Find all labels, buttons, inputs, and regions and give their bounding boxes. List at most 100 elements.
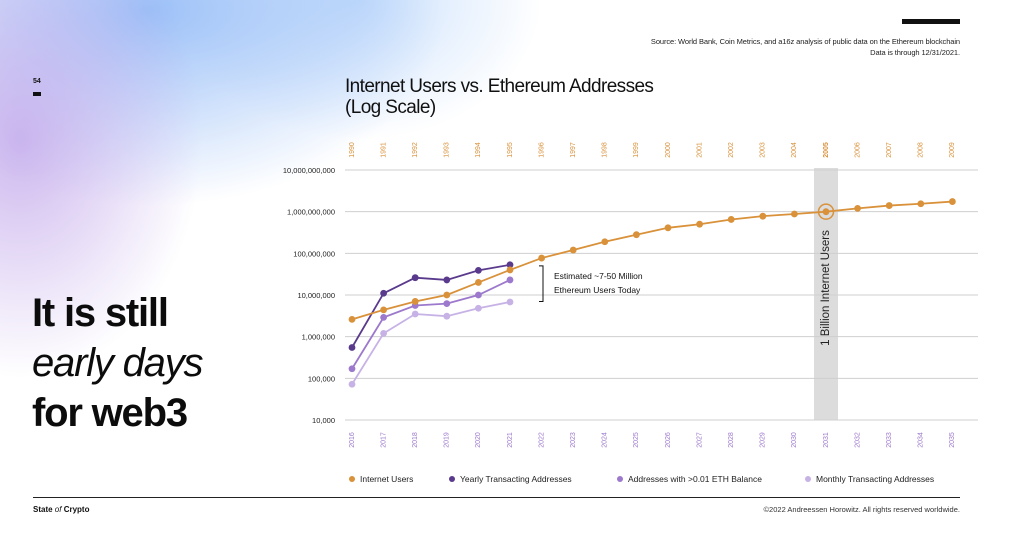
top-x-tick-label: 2009 [949,142,956,158]
data-point [380,314,387,321]
top-x-tick-label: 2007 [886,142,893,158]
bottom-x-tick-label: 2035 [949,432,956,448]
y-tick-label: 10,000,000 [297,291,335,300]
top-x-tick-label: 1993 [444,142,451,158]
data-point [949,198,956,205]
bottom-x-tick-label: 2025 [633,432,640,448]
bottom-x-tick-label: 2034 [918,432,925,448]
top-x-tick-label: 1992 [412,142,419,158]
brand-crypto: Crypto [61,505,90,514]
headline-line-1: It is still [32,291,169,335]
bottom-x-tick-label: 2028 [728,432,735,448]
brand-state: State [33,505,55,514]
y-tick-label: 100,000,000 [293,249,335,258]
chart-title-line-2: (Log Scale) [345,97,436,118]
data-point [664,224,672,232]
page-marker [33,92,41,96]
data-point [727,216,735,223]
data-point [443,276,451,284]
data-point [380,289,387,297]
top-x-tick-label: 2003 [760,142,767,158]
data-point [348,315,356,323]
data-point [443,312,451,320]
headline-line-3: for web3 [32,391,188,435]
y-tick-label: 1,000,000,000 [287,208,335,217]
top-x-tick-label: 1991 [380,142,387,158]
top-x-tick-label: 2002 [728,142,735,158]
chart-title: Internet Users vs. Ethereum Addresses (L… [345,76,745,118]
series-line-monthly-transacting [351,301,511,385]
y-tick-label: 1,000,000 [302,333,335,342]
data-point [885,202,893,209]
source-line-2: Data is through 12/31/2021. [870,48,960,57]
bottom-x-tick-label: 2031 [823,432,830,448]
top-x-tick-label: 1996 [538,142,545,158]
bottom-x-tick-label: 2022 [538,432,545,448]
data-point [380,329,387,337]
top-x-tick-label: 1997 [570,142,577,158]
data-point [791,210,798,218]
data-point [854,204,861,212]
brand-of: of [54,505,62,514]
annotation-line-1: Estimated ~7-50 Million [554,271,643,281]
data-point [759,212,767,220]
annotation-bracket [539,265,544,302]
series-line-yearly-transacting [351,263,511,348]
data-point [348,380,356,388]
legend-label: Addresses with >0.01 ETH Balance [628,474,762,484]
top-x-tick-label: 2000 [665,142,672,158]
legend-label: Internet Users [360,474,413,484]
data-point [633,231,640,239]
headline: It is still early days for web3 [32,288,204,438]
bottom-x-tick-label: 2024 [602,432,609,448]
top-x-tick-label: 2005 [823,142,830,158]
series-line-eth-balance [351,279,511,370]
data-point [475,291,482,299]
data-point [475,304,482,312]
top-x-tick-label: 2004 [791,142,798,158]
headline-line-2: early days [32,341,204,385]
bottom-x-tick-label: 2018 [412,432,419,448]
top-x-tick-label: 2006 [854,142,861,158]
highlight-label: 1 Billion Internet Users [820,230,832,346]
data-point [601,238,609,246]
top-x-tick-label: 1995 [507,142,514,158]
data-point [380,306,387,314]
copyright-notice: ©2022 Andreessen Horowitz. All rights re… [763,505,960,514]
legend-marker [349,476,355,482]
top-x-tick-label: 1999 [633,142,640,158]
y-tick-label: 10,000,000,000 [283,166,335,175]
bottom-x-tick-label: 2016 [349,432,356,448]
data-point [411,310,419,318]
data-point [443,291,451,299]
brand-label: State of Crypto [33,505,89,514]
data-point [348,365,356,373]
annotation-line-2: Ethereum Users Today [554,285,641,295]
footer-divider [33,497,960,498]
top-x-tick-label: 2008 [918,142,925,158]
highlight-marker [817,203,835,220]
source-note: Source: World Bank, Coin Metrics, and a1… [651,36,960,58]
data-point [475,279,482,286]
legend-label: Yearly Transacting Addresses [460,474,572,484]
data-point [506,298,514,306]
bottom-x-tick-label: 2032 [854,432,861,448]
y-tick-label: 10,000 [312,416,335,425]
bottom-x-tick-label: 2021 [507,432,514,448]
top-accent-bar [902,19,960,24]
data-point [411,274,419,282]
data-point [475,266,482,274]
data-point [569,246,577,254]
data-point [917,200,925,208]
top-x-tick-label: 1994 [475,142,482,158]
data-point [822,208,830,216]
data-point [538,254,545,262]
bottom-x-tick-label: 2020 [475,432,482,448]
data-point [506,266,514,274]
data-point [506,276,514,284]
bottom-x-tick-label: 2029 [760,432,767,448]
source-line-1: Source: World Bank, Coin Metrics, and a1… [650,37,960,46]
bottom-x-tick-label: 2027 [696,432,703,448]
data-point [348,344,356,351]
